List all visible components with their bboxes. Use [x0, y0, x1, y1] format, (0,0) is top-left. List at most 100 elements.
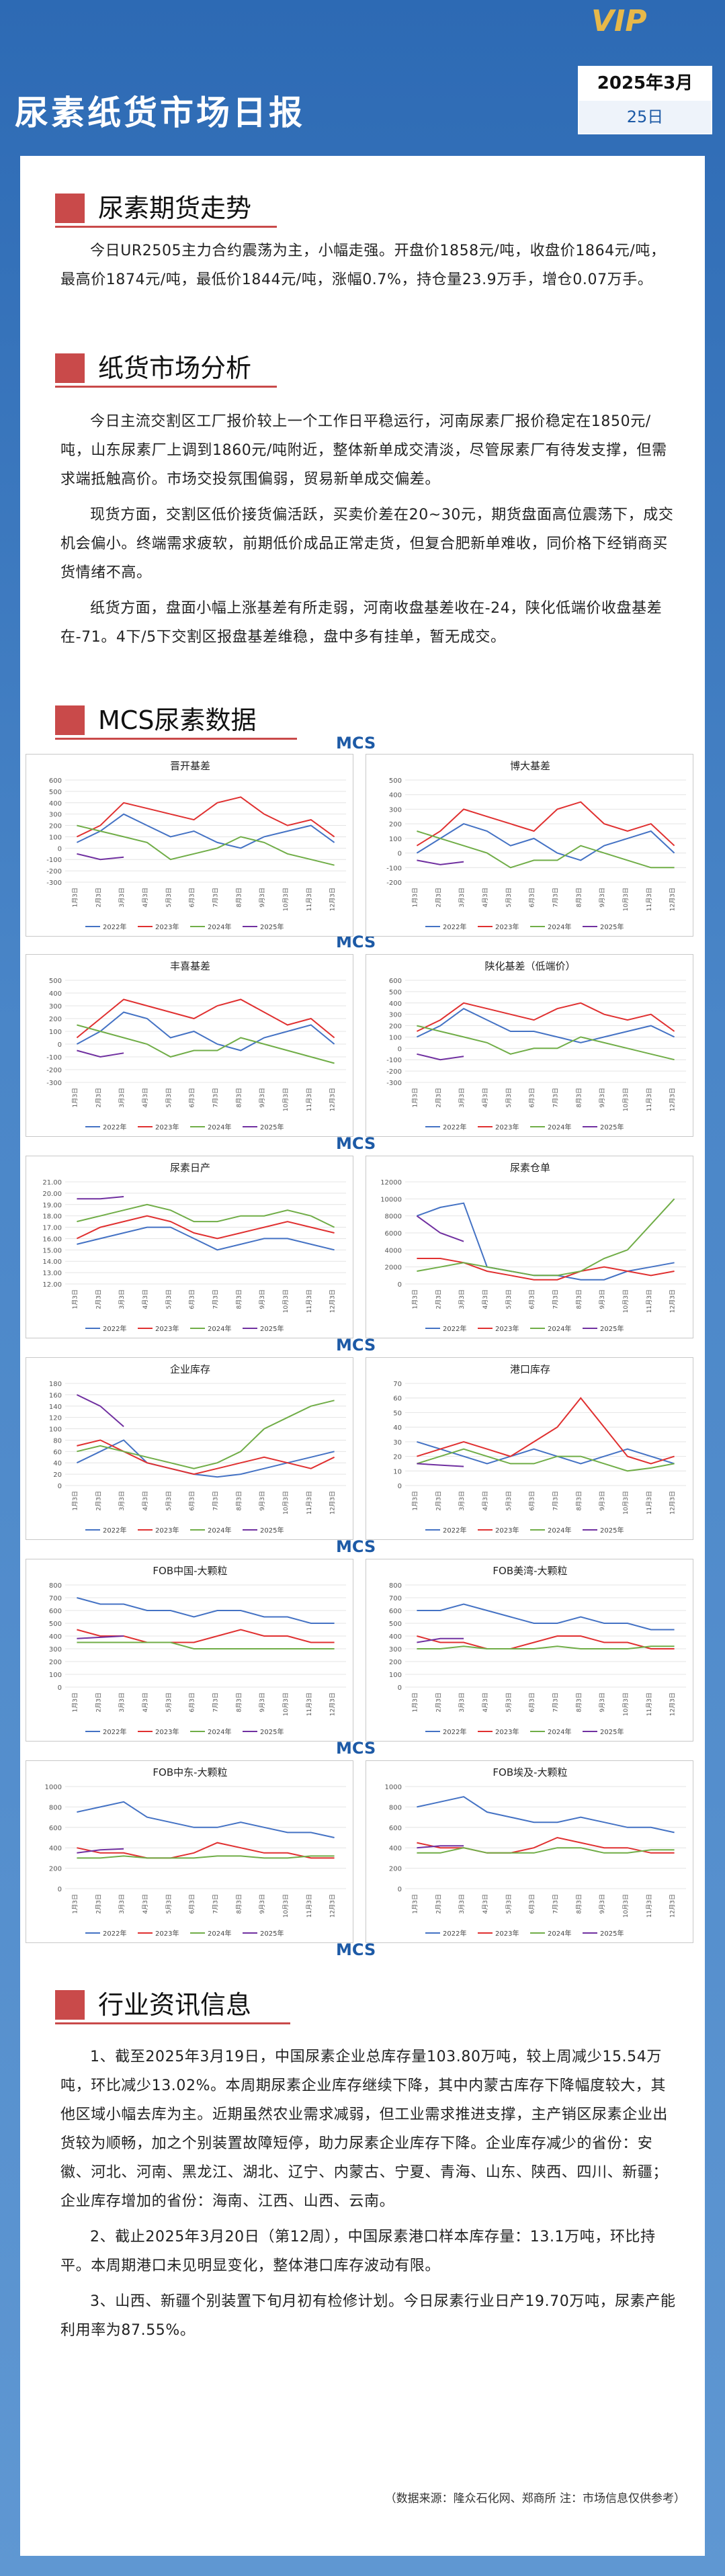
x-tick-label: 5月3日: [165, 1088, 173, 1107]
y-tick-label: 100: [389, 836, 402, 843]
y-tick-label: 180: [49, 1381, 62, 1388]
x-tick-label: 4月3日: [142, 1491, 149, 1510]
x-tick-label: 12月3日: [669, 1088, 677, 1111]
x-tick-label: 11月3日: [306, 1491, 313, 1514]
legend-label: 2024年: [548, 1324, 571, 1333]
chart-title: FOB美湾-大颗粒: [493, 1565, 567, 1577]
y-tick-label: 600: [49, 1608, 62, 1615]
paragraph: 今日UR2505主力合约震荡为主，小幅走强。开盘价1858元/吨，收盘价1864…: [60, 243, 666, 288]
section-title: 尿素期货走势: [98, 194, 252, 223]
y-tick-label: 500: [389, 1621, 402, 1628]
x-tick-label: 4月3日: [482, 1289, 489, 1309]
legend-label: 2025年: [260, 1123, 284, 1131]
paragraph: 1、截至2025年3月19日，中国尿素企业总库存量103.80万吨，较上周减少1…: [60, 2049, 669, 2210]
series-line: [77, 1226, 335, 1251]
x-tick-label: 2月3日: [95, 1289, 102, 1309]
legend-label: 2025年: [600, 1929, 624, 1938]
legend-label: 2022年: [103, 1123, 126, 1131]
chart: 企业库存 0 20 40 60 80 100 120 140 160 180 1月3日 2月3日 3月3日…: [26, 1357, 353, 1540]
y-tick-label: 0: [58, 1041, 62, 1049]
y-tick-label: 600: [389, 1825, 402, 1832]
y-tick-label: 600: [389, 1608, 402, 1615]
chart-title: 陕化基差（低端价）: [484, 960, 575, 972]
y-tick-label: 60: [393, 1396, 402, 1403]
y-tick-label: 160: [49, 1392, 62, 1400]
series-line: [77, 1641, 335, 1649]
x-tick-label: 3月3日: [118, 1088, 126, 1107]
legend-label: 2024年: [208, 922, 231, 931]
x-tick-label: 3月3日: [458, 1088, 466, 1107]
x-tick-label: 5月3日: [165, 1692, 173, 1712]
y-tick-label: 400: [389, 1845, 402, 1852]
series-line: [77, 853, 124, 861]
legend-label: 2025年: [600, 922, 624, 931]
x-tick-label: 12月3日: [329, 1894, 337, 1918]
series-line: [77, 1203, 335, 1228]
chart-title: FOB埃及-大颗粒: [493, 1766, 567, 1778]
y-tick-label: 20: [53, 1471, 62, 1479]
x-tick-label: 6月3日: [529, 1692, 536, 1712]
x-tick-label: 11月3日: [306, 1289, 313, 1313]
x-tick-label: 1月3日: [71, 1289, 79, 1309]
y-tick-label: 200: [389, 821, 402, 828]
x-tick-label: 12月3日: [669, 1692, 677, 1716]
x-tick-label: 10月3日: [282, 888, 290, 911]
y-tick-label: -100: [46, 857, 62, 864]
legend-label: 2025年: [600, 1526, 624, 1535]
y-tick-label: 0: [58, 1483, 62, 1490]
series-line: [416, 823, 675, 861]
legend-label: 2022年: [103, 1526, 126, 1535]
x-tick-label: 1月3日: [411, 1289, 419, 1309]
legend-label: 2024年: [208, 1324, 231, 1333]
x-tick-label: 3月3日: [458, 1289, 466, 1309]
x-tick-label: 1月3日: [411, 1491, 419, 1510]
series-line: [77, 1400, 335, 1469]
x-tick-label: 9月3日: [259, 1692, 266, 1712]
legend-label: 2025年: [260, 1929, 284, 1938]
legend-label: 2023年: [155, 922, 179, 931]
y-tick-label: 400: [389, 792, 402, 800]
y-tick-label: 2000: [385, 1264, 402, 1272]
y-tick-label: 100: [49, 834, 62, 841]
y-tick-label: 60: [53, 1449, 62, 1456]
chart: 丰喜基差 -300 -200 -100 0 100 200 300 400 500 1月3日 2月3日…: [26, 954, 353, 1137]
content-panel: [20, 156, 705, 2556]
y-tick-label: 100: [49, 1426, 62, 1434]
series-line: [77, 1848, 124, 1854]
chart-title: 尿素日产: [170, 1162, 210, 1174]
series-line: [416, 1002, 675, 1032]
chart: FOB中国-大颗粒 0 100 200 300 400 500 600 700 800 1月3日 2月…: [26, 1559, 353, 1742]
chart: 博大基差 -200 -100 0 100 200 300 400 500 1月3日 2月3日 3月3日…: [366, 754, 693, 937]
x-tick-label: 10月3日: [282, 1692, 290, 1716]
section-body: 今日主流交割区工厂报价较上一个工作日平稳运行，河南尿素厂报价稳定在1850元/吨…: [60, 407, 680, 658]
y-tick-label: 0: [58, 845, 62, 853]
legend-label: 2023年: [495, 1324, 519, 1333]
y-tick-label: 500: [49, 1621, 62, 1628]
x-tick-label: 11月3日: [306, 1692, 313, 1716]
x-tick-label: 7月3日: [212, 1692, 219, 1712]
x-tick-label: 7月3日: [212, 1894, 219, 1914]
x-tick-label: 3月3日: [458, 1491, 466, 1510]
section-body: 今日UR2505主力合约震荡为主，小幅走强。开盘价1858元/吨，收盘价1864…: [60, 237, 680, 301]
chart: 尿素仓单 0 2000 4000 6000 8000 10000 12000 1月3日 2月3日 3…: [366, 1156, 693, 1338]
x-tick-label: 5月3日: [505, 1088, 513, 1107]
x-tick-label: 2月3日: [95, 1491, 102, 1510]
legend-label: 2025年: [260, 1324, 284, 1333]
x-tick-label: 7月3日: [212, 1491, 219, 1510]
chart-title: 企业库存: [170, 1363, 210, 1375]
paragraph: 纸货方面，盘面小幅上涨基差有所走弱，河南收盘基差收在-24，陕化低端价收盘基差在…: [60, 600, 663, 646]
x-tick-label: 9月3日: [599, 1894, 606, 1914]
series-line: [417, 1845, 464, 1849]
x-tick-label: 12月3日: [329, 1088, 337, 1111]
report-title: 尿素纸货市场日报: [15, 93, 305, 132]
y-tick-label: -100: [386, 1057, 402, 1064]
y-tick-label: 800: [389, 1804, 402, 1811]
x-tick-label: 8月3日: [575, 1692, 583, 1712]
x-tick-label: 8月3日: [235, 1491, 243, 1510]
y-tick-label: 400: [389, 1000, 402, 1008]
series-line: [76, 1215, 335, 1240]
y-tick-label: 200: [389, 1659, 402, 1666]
y-tick-label: 800: [49, 1804, 62, 1811]
y-tick-label: 100: [389, 1034, 402, 1041]
